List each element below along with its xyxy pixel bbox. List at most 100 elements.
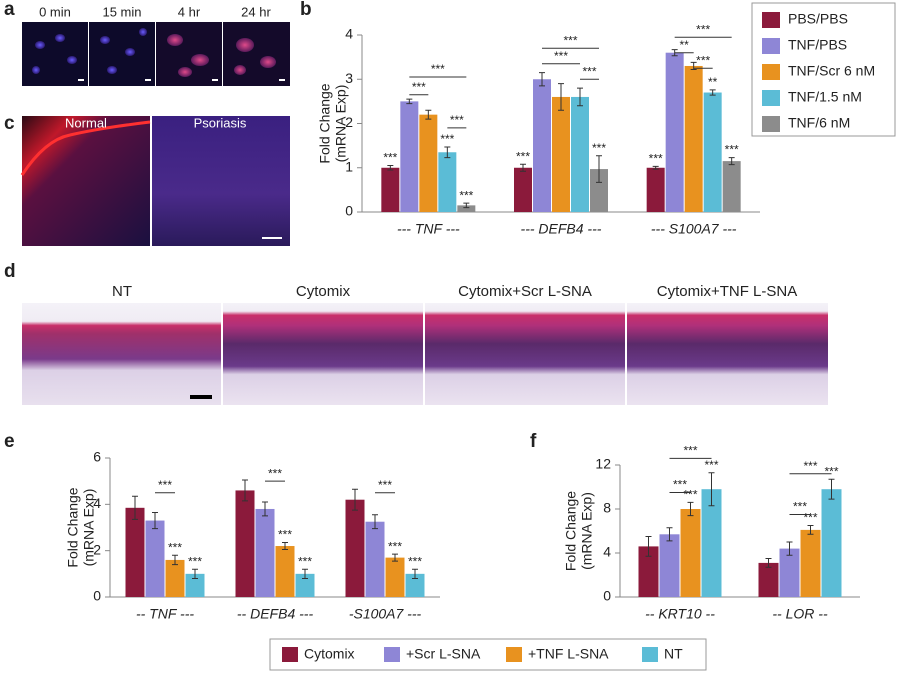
error-bar <box>372 514 378 530</box>
y-tick-label: 0 <box>603 588 611 604</box>
error-bar <box>132 495 138 520</box>
legend-swatch <box>762 64 780 80</box>
image-label: Cytomix+Scr L-SNA <box>458 283 592 300</box>
significance-label: *** <box>431 62 445 76</box>
y-axis-label: (mRNA Exp) <box>81 489 97 567</box>
bar <box>779 548 800 597</box>
legend-label: TNF/PBS <box>788 37 847 53</box>
significance-label: *** <box>592 141 606 155</box>
error-bar <box>645 536 652 557</box>
panel-c-images: Normal Psoriasis <box>20 115 290 246</box>
image-label: Cytomix <box>296 283 351 300</box>
significance-label: *** <box>440 132 454 146</box>
legend-swatch <box>762 116 780 132</box>
bar <box>758 562 779 597</box>
x-tick-label: --- DEFB4 --- <box>521 221 602 237</box>
bar <box>514 167 532 212</box>
error-bar <box>444 146 451 159</box>
y-axis-label: Fold Change <box>563 491 579 571</box>
error-bar <box>596 155 602 183</box>
significance-label: *** <box>803 459 817 473</box>
image-label: Psoriasis <box>194 115 247 130</box>
bar <box>680 509 701 597</box>
significance-label: *** <box>412 80 426 94</box>
micrograph <box>156 22 222 86</box>
bar <box>385 557 405 597</box>
micrograph <box>152 116 290 246</box>
error-bar <box>172 554 178 566</box>
bar <box>800 529 821 597</box>
significance-label: *** <box>554 49 568 63</box>
y-tick-label: 4 <box>603 544 611 560</box>
bar <box>185 573 205 597</box>
x-tick-label: -- KRT10 -- <box>645 606 715 622</box>
significance-label: *** <box>683 444 697 458</box>
error-bar <box>708 472 715 507</box>
histology <box>627 303 828 405</box>
bar <box>125 507 145 597</box>
significance-label: ** <box>708 75 718 89</box>
panel-d-images: NT Cytomix Cytomix+Scr L-SNA Cytomix+TNF… <box>22 283 828 405</box>
x-tick-label: -- LOR -- <box>772 606 828 622</box>
image-label: 4 hr <box>178 4 201 19</box>
legend-swatch <box>384 647 400 662</box>
x-tick-label: -- DEFB4 --- <box>237 606 314 622</box>
bar <box>684 65 703 212</box>
legend-label: +Scr L-SNA <box>406 646 481 662</box>
legend-swatch <box>642 647 658 662</box>
significance-label: *** <box>563 33 577 47</box>
significance-label: *** <box>459 188 473 202</box>
error-bar <box>282 542 288 551</box>
bar <box>345 499 365 597</box>
panel-letter: d <box>4 261 16 282</box>
legend-label: TNF/6 nM <box>788 115 850 131</box>
bar <box>405 573 425 597</box>
image-label: 24 hr <box>241 4 271 19</box>
legend-label: PBS/PBS <box>788 11 848 27</box>
y-tick-label: 2 <box>93 541 101 557</box>
significance-label: *** <box>188 554 202 568</box>
image-label: Cytomix+TNF L-SNA <box>657 283 797 300</box>
significance-label: *** <box>383 151 397 165</box>
bar <box>400 101 419 212</box>
micrograph <box>22 22 88 86</box>
bar <box>295 573 315 597</box>
significance-label: *** <box>683 488 697 502</box>
error-bar <box>807 525 814 535</box>
panel-a-images: 0 min 15 min 4 hr 24 hr <box>22 4 290 86</box>
error-bar <box>425 109 432 120</box>
significance-label: *** <box>824 464 838 478</box>
image-label: 0 min <box>39 4 71 19</box>
legend-box <box>269 638 707 671</box>
panel-letter: c <box>4 113 15 134</box>
legend-swatch <box>506 647 522 662</box>
legend-swatch <box>282 647 298 662</box>
panel-letter: a <box>4 0 15 20</box>
error-bar <box>192 568 198 579</box>
significance-label: *** <box>158 478 172 492</box>
y-axis-label: Fold Change <box>317 83 333 163</box>
bar <box>165 559 185 597</box>
error-bar <box>728 157 735 166</box>
significance-label: *** <box>268 466 282 480</box>
y-axis-label: (mRNA Exp) <box>333 85 349 163</box>
error-bar <box>152 511 158 530</box>
bar <box>419 114 438 212</box>
significance-label: *** <box>408 554 422 568</box>
significance-label: *** <box>725 143 739 157</box>
x-tick-label: --- S100A7 --- <box>651 221 737 237</box>
error-bar <box>687 501 694 517</box>
legend-swatch <box>762 12 780 28</box>
significance-label: *** <box>278 528 292 542</box>
y-tick-label: 0 <box>345 203 353 219</box>
error-bar <box>709 89 716 96</box>
significance-label: *** <box>298 554 312 568</box>
y-axis-label: Fold Change <box>65 487 81 567</box>
x-tick-label: -- TNF --- <box>136 606 194 622</box>
bar <box>381 167 400 212</box>
legend-label: TNF/Scr 6 nM <box>788 63 875 79</box>
error-bar <box>242 479 248 502</box>
error-bar <box>652 165 659 170</box>
y-tick-label: 4 <box>93 495 101 511</box>
